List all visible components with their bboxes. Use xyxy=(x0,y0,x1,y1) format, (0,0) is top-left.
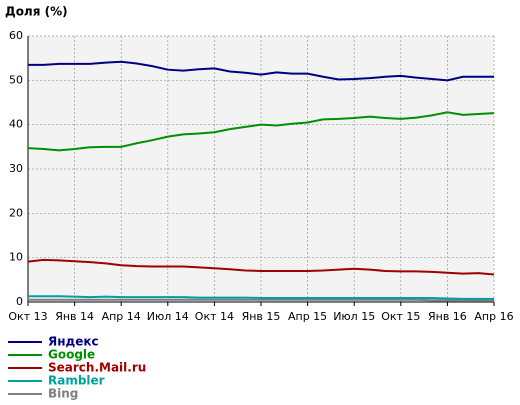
series-line xyxy=(28,60,494,82)
series-line xyxy=(28,295,494,300)
y-tick-label: 0 xyxy=(16,295,23,308)
y-tick-label: 60 xyxy=(9,29,23,42)
x-tick-label: Янв 14 xyxy=(55,310,94,323)
x-tick-label: Окт 13 xyxy=(8,310,47,323)
x-tick-label: Июл 15 xyxy=(333,310,375,323)
x-tick-label: Окт 14 xyxy=(195,310,234,323)
y-tick-label: 40 xyxy=(9,118,23,131)
x-tick-label: Июл 14 xyxy=(147,310,189,323)
legend-label: Rambler xyxy=(48,374,105,388)
x-tick-label: Апр 15 xyxy=(288,310,327,323)
legend-label: Google xyxy=(48,348,95,362)
x-tick-label: Янв 16 xyxy=(428,310,467,323)
chart-title: Доля (%) xyxy=(5,5,68,19)
x-tick-label: Апр 14 xyxy=(102,310,141,323)
x-tick-label: Окт 15 xyxy=(381,310,420,323)
y-tick-label: 30 xyxy=(9,162,23,175)
y-tick-label: 50 xyxy=(9,73,23,86)
legend-label: Bing xyxy=(48,387,78,401)
x-tick-label: Апр 16 xyxy=(474,310,513,323)
y-tick-label: 20 xyxy=(9,206,23,219)
legend-label: Яндекс xyxy=(48,335,99,349)
series-line xyxy=(27,258,495,276)
legend-label: Search.Mail.ru xyxy=(48,361,146,375)
x-tick-label: Янв 15 xyxy=(242,310,281,323)
series-line xyxy=(27,111,495,152)
y-tick-label: 10 xyxy=(9,251,23,264)
